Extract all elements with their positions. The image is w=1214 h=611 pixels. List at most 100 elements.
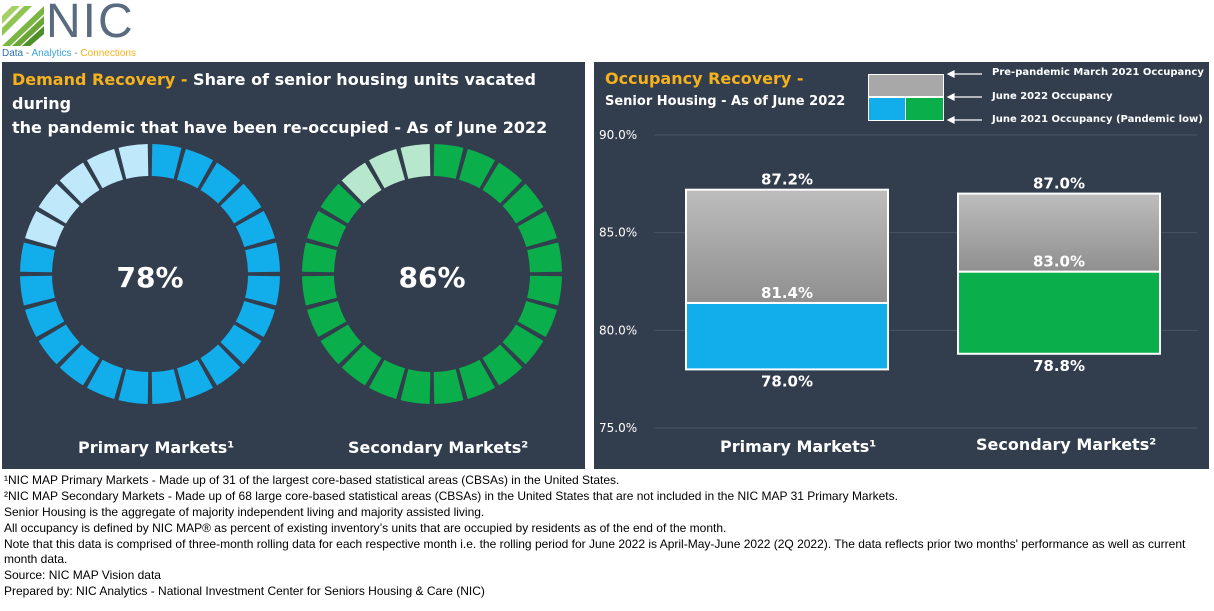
donut-segment-filled bbox=[433, 369, 464, 404]
bar-prepandemic-segment bbox=[957, 192, 1161, 273]
donut-segment-filled bbox=[307, 301, 347, 338]
occupancy-title: Occupancy Recovery - bbox=[605, 69, 804, 88]
donut-secondary-value: 86% bbox=[398, 261, 465, 294]
donut-segment-filled bbox=[517, 210, 557, 247]
demand-recovery-title: Demand Recovery - Share of senior housin… bbox=[12, 68, 582, 140]
donut-segment-filled bbox=[220, 183, 262, 224]
donut-segment-filled bbox=[459, 149, 496, 189]
occupancy-subtitle: Senior Housing - As of June 2022 bbox=[605, 94, 846, 109]
footnote-occupancy-def: All occupancy is defined by NIC MAP® as … bbox=[4, 521, 727, 535]
donut-segment-filled bbox=[177, 149, 214, 189]
legend-box bbox=[868, 74, 944, 121]
donut-segment-filled bbox=[200, 344, 241, 386]
demand-recovery-panel: Demand Recovery - Share of senior housin… bbox=[2, 62, 585, 469]
donut-segment-empty bbox=[25, 210, 65, 247]
donut-segment-filled bbox=[59, 344, 100, 386]
y-tick-label: 85.0% bbox=[599, 226, 637, 240]
donut-segment-filled bbox=[177, 359, 214, 399]
footnote-senior-housing: Senior Housing is the aggregate of major… bbox=[4, 505, 485, 519]
footnote-source: Source: NIC MAP Vision data bbox=[4, 568, 161, 582]
data-label-june2022: 83.0% bbox=[1033, 253, 1085, 271]
donut-segment-filled bbox=[482, 344, 523, 386]
logo-mark-icon bbox=[2, 6, 44, 46]
secondary-markets-label-left: Secondary Markets² bbox=[348, 438, 529, 457]
donut-segment-filled bbox=[20, 275, 55, 306]
donut-segment-empty bbox=[86, 149, 123, 189]
donut-segment-filled bbox=[400, 369, 431, 404]
donut-segment-filled bbox=[307, 210, 347, 247]
donut-segment-filled bbox=[151, 144, 182, 179]
primary-markets-label-left: Primary Markets¹ bbox=[78, 438, 235, 457]
donut-segment-filled bbox=[38, 324, 80, 365]
donut-segment-filled bbox=[220, 324, 262, 365]
y-tick-label: 75.0% bbox=[599, 421, 637, 435]
legend-arrows bbox=[946, 70, 982, 124]
legend-label-june2022: June 2022 Occupancy bbox=[992, 91, 1113, 102]
legend-swatch-green bbox=[905, 97, 944, 121]
donut-segment-filled bbox=[86, 359, 123, 399]
donut-segment-filled bbox=[200, 162, 241, 204]
bar-recovery-segment bbox=[957, 270, 1161, 355]
logo-tag-part: Connections bbox=[80, 48, 136, 59]
bar-prepandemic-segment bbox=[685, 188, 889, 304]
data-label-prepandemic: 87.2% bbox=[761, 171, 813, 189]
donut-segment-filled bbox=[320, 324, 362, 365]
secondary-markets-label-right: Secondary Markets² bbox=[976, 435, 1157, 454]
y-tick-label: 80.0% bbox=[599, 323, 637, 337]
donut-segment-filled bbox=[302, 242, 337, 273]
data-label-june2022: 81.4% bbox=[761, 284, 813, 302]
donut-segment-empty bbox=[400, 144, 431, 179]
donut-segment-filled bbox=[368, 359, 405, 399]
logo-tagline: Data - Analytics - Connections bbox=[2, 48, 136, 59]
donut-segment-empty bbox=[118, 144, 149, 179]
logo-tag-part: Data bbox=[2, 48, 24, 59]
footnote-primary: ¹NIC MAP Primary Markets - Made up of 31… bbox=[4, 473, 620, 487]
donut-segment-filled bbox=[482, 162, 523, 204]
donut-segment-empty bbox=[341, 162, 382, 204]
logo-tag-part: - bbox=[23, 48, 32, 59]
logo-text: NIC bbox=[46, 0, 135, 48]
y-tick-label: 90.0% bbox=[599, 128, 637, 142]
donut-segment-filled bbox=[235, 210, 275, 247]
bar-recovery-segment bbox=[685, 301, 889, 371]
demand-title-accent: Demand Recovery - bbox=[12, 70, 188, 89]
legend-swatch-prepandemic bbox=[868, 74, 944, 97]
donut-primary-value: 78% bbox=[116, 261, 183, 294]
donut-segment-filled bbox=[527, 275, 562, 306]
donut-segment-filled bbox=[433, 144, 464, 179]
donut-segment-empty bbox=[368, 149, 405, 189]
donut-segment-filled bbox=[502, 183, 544, 224]
donut-segment-filled bbox=[517, 301, 557, 338]
footnote-secondary: ²NIC MAP Secondary Markets - Made up of … bbox=[4, 489, 898, 503]
donut-segment-filled bbox=[245, 275, 280, 306]
donut-segment-filled bbox=[151, 369, 182, 404]
nic-logo: NIC Data - Analytics - Connections bbox=[2, 0, 152, 60]
occupancy-bar-chart: 90.0% 85.0% 80.0% 75.0% 87.2% 81.4% 78.0% 87.0%… bbox=[599, 128, 1197, 435]
donut-segment-filled bbox=[320, 183, 362, 224]
logo-tag-part: Analytics bbox=[31, 48, 72, 59]
demand-title-line2: the pandemic that have been re-occupied … bbox=[12, 118, 548, 137]
legend-label-prepandemic: Pre-pandemic March 2021 Occupancy bbox=[992, 67, 1204, 78]
donut-segment-filled bbox=[20, 242, 55, 273]
footnote-prepared-by: Prepared by: NIC Analytics - National In… bbox=[4, 584, 485, 598]
data-label-june2021: 78.0% bbox=[761, 372, 813, 390]
donut-segment-filled bbox=[235, 301, 275, 338]
donut-segment-filled bbox=[245, 242, 280, 273]
demand-title-rest: Share of senior housing units vacated du… bbox=[12, 70, 536, 113]
donut-segment-filled bbox=[502, 324, 544, 365]
donut-segment-filled bbox=[25, 301, 65, 338]
donut-segment-filled bbox=[341, 344, 382, 386]
footnote-rolling: Note that this data is comprised of thre… bbox=[4, 537, 1186, 566]
donut-segment-filled bbox=[527, 242, 562, 273]
donut-segment-filled bbox=[459, 359, 496, 399]
donut-segment-filled bbox=[302, 275, 337, 306]
donut-segment-filled bbox=[118, 369, 149, 404]
donut-charts: 78% 86% bbox=[20, 144, 562, 404]
donut-segment-empty bbox=[59, 162, 100, 204]
occupancy-recovery-panel: Occupancy Recovery - Senior Housing - As… bbox=[594, 62, 1209, 469]
primary-markets-label-right: Primary Markets¹ bbox=[720, 437, 877, 456]
legend-label-june2021: June 2021 Occupancy (Pandemic low) bbox=[992, 114, 1203, 125]
donut-segment-empty bbox=[38, 183, 80, 224]
data-label-june2021: 78.8% bbox=[1033, 357, 1085, 375]
data-label-prepandemic: 87.0% bbox=[1033, 175, 1085, 193]
